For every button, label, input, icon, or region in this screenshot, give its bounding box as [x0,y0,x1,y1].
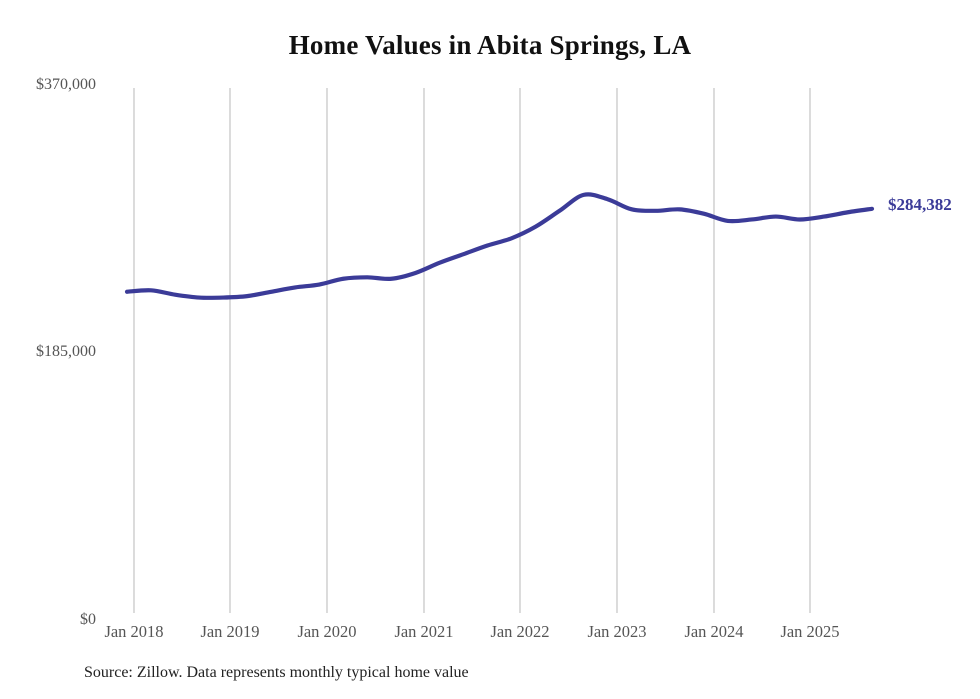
x-tick-label-jan-2024: Jan 2024 [684,622,744,641]
x-tick-label-jan-2020: Jan 2020 [297,622,357,641]
x-tick-label-jan-2018: Jan 2018 [104,622,164,641]
x-tick-label-jan-2021: Jan 2021 [394,622,454,641]
source-note: Source: Zillow. Data represents monthly … [84,664,469,681]
y-tick-label-zero: $0 [80,611,96,628]
x-tick-label-jan-2022: Jan 2022 [490,622,550,641]
gridlines [133,88,811,613]
y-tick-label-mid: $185,000 [36,343,96,360]
end-value-label: $284,382 [888,194,952,214]
x-tick-label-jan-2023: Jan 2023 [587,622,647,641]
x-tick-label-jan-2025: Jan 2025 [780,622,840,641]
x-tick-label-jan-2019: Jan 2019 [200,622,260,641]
page-title: Home Values in Abita Springs, LA [288,30,692,60]
home-value-line [124,192,875,300]
y-tick-label-top: $370,000 [36,76,96,93]
